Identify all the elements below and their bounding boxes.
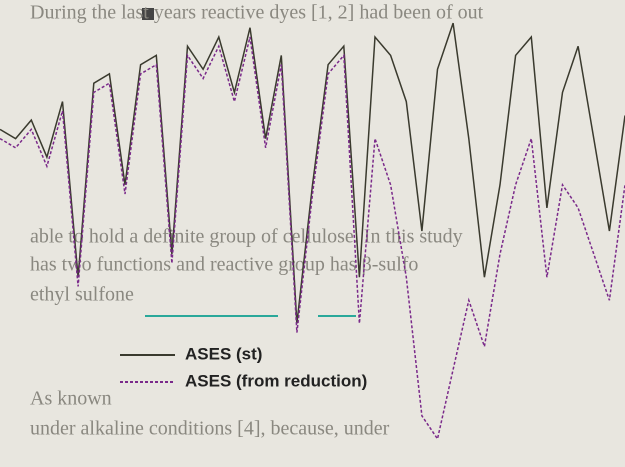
legend-label: ASES (st) bbox=[185, 344, 262, 363]
chart: During the last years reactive dyes [1, … bbox=[0, 0, 625, 462]
document-text: under alkaline conditions [4], because, … bbox=[30, 418, 390, 440]
document-text: ethyl sulfone bbox=[30, 284, 134, 306]
document-text: During the last years reactive dyes [1, … bbox=[30, 2, 484, 24]
page: During the last years reactive dyes [1, … bbox=[0, 0, 625, 462]
document-text: As known bbox=[30, 388, 112, 410]
legend-label: ASES (from reduction) bbox=[185, 371, 367, 390]
